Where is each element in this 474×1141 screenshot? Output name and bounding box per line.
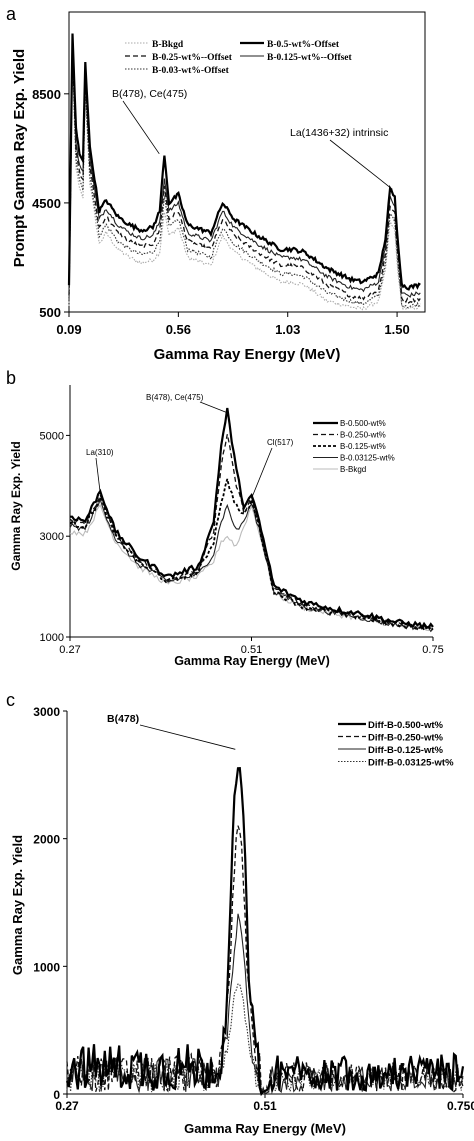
annotation-leader-b (199, 401, 228, 414)
x-tick-label-b: 0.51 (241, 644, 262, 656)
y-tick-label-b: 5000 (40, 430, 64, 442)
x-axis-title-b: Gamma Ray Energy (MeV) (174, 654, 330, 668)
series-line-b (69, 478, 434, 632)
series-line-b (69, 503, 434, 632)
panel-c: c 0.27 0.51 0.750 0 1000 2000 3000 Diff-B-0.50… (6, 690, 474, 1136)
legend-label-a: B-0.03-wt%-Offset (152, 66, 230, 76)
x-tick-label-b: 0.27 (59, 644, 80, 656)
x-tick-label-a: 0.09 (56, 322, 81, 337)
legend-label-c: Diff-B-0.03125-wt% (368, 758, 454, 769)
legend-label-a: B-0.5-wt%-Offset (267, 40, 340, 50)
x-tick-label-c: 0.750 (447, 1099, 474, 1113)
legend-label-b: B-0.250-wt% (340, 431, 386, 440)
series-line-a (68, 41, 421, 298)
series-a (67, 33, 421, 311)
panel-a: a 0.09 0.56 1.03 1.50 500 4500 8500 B-Bkgd B-0.… (6, 4, 426, 363)
x-tick-label-c: 0.51 (253, 1099, 277, 1113)
annotation-leader-b (95, 457, 101, 494)
y-tick-label-c: 3000 (33, 705, 60, 719)
legend-label-a: B-0.125-wt%--Offset (267, 53, 353, 63)
legend-b: B-0.500-wt% B-0.250-wt% B-0.125-wt% B-0.031… (313, 419, 395, 474)
y-tick-label-b: 1000 (40, 632, 64, 644)
y-tick-label-a: 4500 (32, 196, 61, 211)
legend-label-c: Diff-B-0.125-wt% (368, 745, 444, 756)
x-axis-title-a: Gamma Ray Energy (MeV) (154, 346, 341, 363)
annotation-b: B(478), Ce(475) (146, 393, 204, 402)
legend-label-b: B-0.500-wt% (340, 419, 386, 428)
y-axis-title-c: Gamma Ray Exp. Yield (10, 835, 25, 975)
series-b (69, 407, 434, 633)
y-tick-label-c: 1000 (33, 960, 60, 974)
x-tick-label-c: 0.27 (55, 1099, 79, 1113)
series-line-a (68, 61, 421, 311)
annotations-b: B(478), Ce(475) Cl(517) La(310) (86, 393, 294, 499)
x-tick-label-a: 1.50 (384, 322, 409, 337)
series-line-b (69, 497, 434, 633)
legend-a: B-Bkgd B-0.25-wt%--Offset B-0.03-wt%-Offse… (125, 40, 353, 76)
legend-c: Diff-B-0.500-wt%Diff-B-0.250-wt%Diff-B-0… (338, 720, 454, 769)
annotation-leader-a (329, 139, 393, 190)
legend-label-b: B-Bkgd (340, 465, 366, 474)
legend-label-c: Diff-B-0.250-wt% (368, 733, 444, 744)
annotation-leader-b (251, 447, 273, 499)
legend-label-b: B-0.125-wt% (340, 442, 386, 451)
series-line-a (68, 54, 421, 309)
x-tick-label-b: 0.75 (422, 644, 443, 656)
legend-label-a: B-Bkgd (152, 40, 184, 50)
legend-label-a: B-0.25-wt%--Offset (152, 53, 233, 63)
x-tick-label-a: 1.03 (275, 322, 300, 337)
series-line-c (66, 825, 464, 1094)
axes-a: 0.09 0.56 1.03 1.50 500 4500 8500 (32, 87, 410, 337)
annotation-b: La(310) (86, 448, 114, 457)
x-tick-label-a: 0.56 (166, 322, 191, 337)
panel-letter-c: c (6, 690, 15, 710)
annotation-b: Cl(517) (267, 438, 294, 447)
annotations-a: B(478), Ce(475) La(1436+32) intrinsic (112, 88, 393, 190)
annotation-c: B(478) (107, 713, 139, 725)
panel-letter-b: b (6, 368, 16, 388)
y-axis-title-a: Prompt Gamma Ray Exp. Yield (11, 49, 28, 267)
annotation-leader-c (139, 724, 236, 750)
plot-frame-a (68, 11, 426, 313)
legend-label-b: B-0.03125-wt% (340, 454, 395, 463)
series-line-b (69, 434, 434, 631)
series-line-a (68, 48, 421, 304)
y-tick-label-c: 2000 (33, 833, 60, 847)
series-line-b (70, 407, 434, 631)
annotations-c: B(478) (107, 713, 236, 750)
y-axis-title-b: Gamma Ray Exp. Yield (9, 441, 23, 570)
series-line-c (65, 767, 465, 1097)
axes-b: 0.27 0.51 0.75 1000 3000 5000 (40, 385, 444, 656)
y-tick-label-a: 500 (39, 305, 61, 320)
series-c (65, 767, 465, 1097)
legend-label-c: Diff-B-0.500-wt% (368, 720, 444, 731)
y-tick-label-c: 0 (53, 1088, 60, 1102)
annotation-a: B(478), Ce(475) (112, 88, 187, 100)
panel-letter-a: a (6, 4, 17, 24)
annotation-leader-a (122, 100, 160, 155)
y-tick-label-b: 3000 (40, 531, 64, 543)
y-tick-label-a: 8500 (32, 87, 61, 102)
series-line-a (67, 33, 421, 291)
annotation-a: La(1436+32) intrinsic (290, 127, 388, 139)
x-axis-title-c: Gamma Ray Energy (MeV) (184, 1121, 346, 1136)
